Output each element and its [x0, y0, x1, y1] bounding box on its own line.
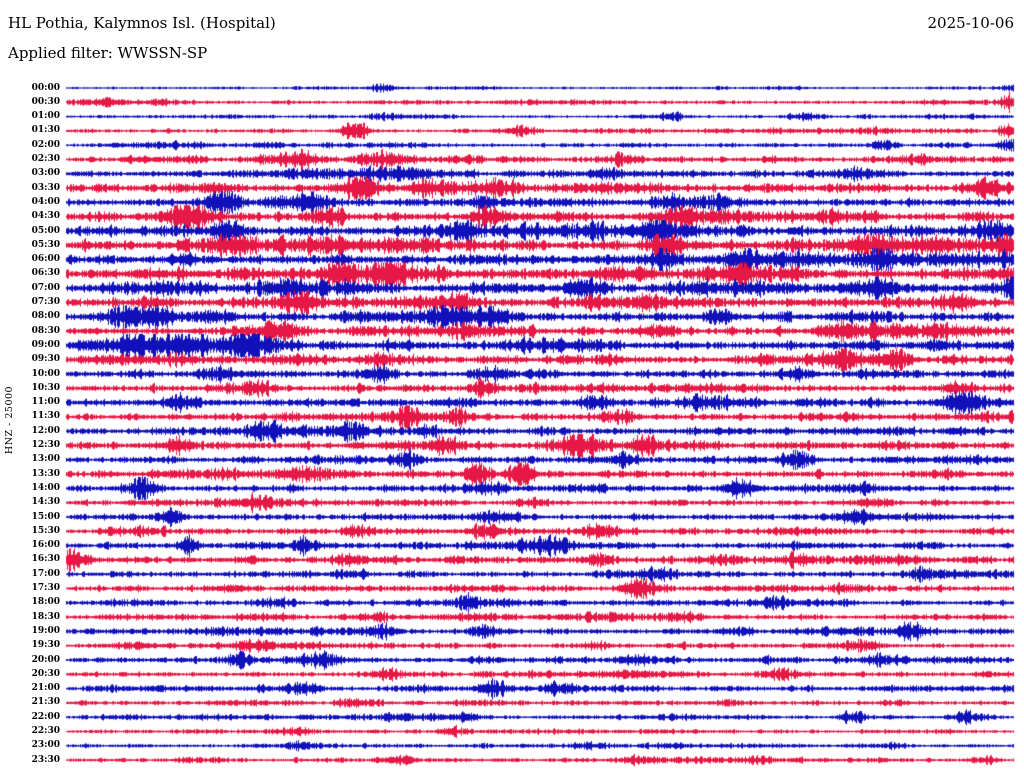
time-label: 07:00 — [31, 282, 60, 293]
time-label: 01:30 — [31, 125, 60, 136]
time-label: 05:30 — [31, 239, 60, 250]
time-label: 10:00 — [31, 368, 60, 379]
time-label: 01:00 — [31, 111, 60, 122]
time-label: 17:30 — [31, 583, 60, 593]
time-label: 08:30 — [31, 325, 60, 336]
time-label: 11:00 — [31, 397, 60, 408]
time-label: 14:30 — [31, 497, 60, 508]
time-label: 06:00 — [31, 254, 60, 265]
time-label: 02:00 — [31, 139, 60, 150]
time-label: 12:00 — [31, 425, 60, 436]
time-label: 20:00 — [31, 654, 60, 665]
time-label: 19:00 — [31, 625, 60, 636]
time-label: 18:30 — [31, 611, 60, 622]
time-label: 21:30 — [31, 697, 60, 708]
time-label: 11:30 — [31, 411, 60, 422]
time-label: 14:00 — [31, 482, 60, 493]
time-label: 18:00 — [31, 597, 60, 608]
time-label: 15:30 — [31, 525, 60, 536]
time-label: 07:30 — [31, 297, 60, 307]
time-label: 17:00 — [31, 568, 60, 579]
time-label: 09:30 — [31, 354, 60, 365]
record-date: 2025-10-06 — [927, 14, 1014, 32]
time-label: 04:00 — [31, 196, 60, 207]
time-label: 08:00 — [31, 311, 60, 322]
time-label: 02:30 — [31, 154, 60, 164]
time-label: 22:30 — [31, 726, 60, 736]
time-label: 16:30 — [31, 554, 60, 565]
time-label: 00:30 — [31, 96, 60, 107]
time-label: 09:00 — [31, 339, 60, 350]
time-label: 23:00 — [31, 740, 60, 751]
time-label: 03:00 — [31, 168, 60, 179]
time-label: 03:30 — [31, 182, 60, 193]
time-label: 16:00 — [31, 540, 60, 551]
time-label: 21:00 — [31, 683, 60, 694]
time-label: 20:30 — [31, 668, 60, 679]
time-label: 22:00 — [31, 711, 60, 722]
time-label: 00:00 — [31, 82, 60, 93]
time-label: 13:00 — [31, 454, 60, 465]
time-label: 04:30 — [31, 211, 60, 222]
time-label: 06:30 — [31, 268, 60, 279]
time-label: 23:30 — [31, 754, 60, 765]
time-label: 12:30 — [31, 440, 60, 450]
time-label: 15:00 — [31, 511, 60, 522]
time-label: 05:00 — [31, 225, 60, 236]
time-label: 19:30 — [31, 640, 60, 651]
time-label: 13:30 — [31, 468, 60, 479]
station-title: HL Pothia, Kalymnos Isl. (Hospital) — [8, 14, 276, 32]
filter-label: Applied filter: WWSSN-SP — [8, 44, 208, 62]
time-label: 10:30 — [31, 382, 60, 393]
